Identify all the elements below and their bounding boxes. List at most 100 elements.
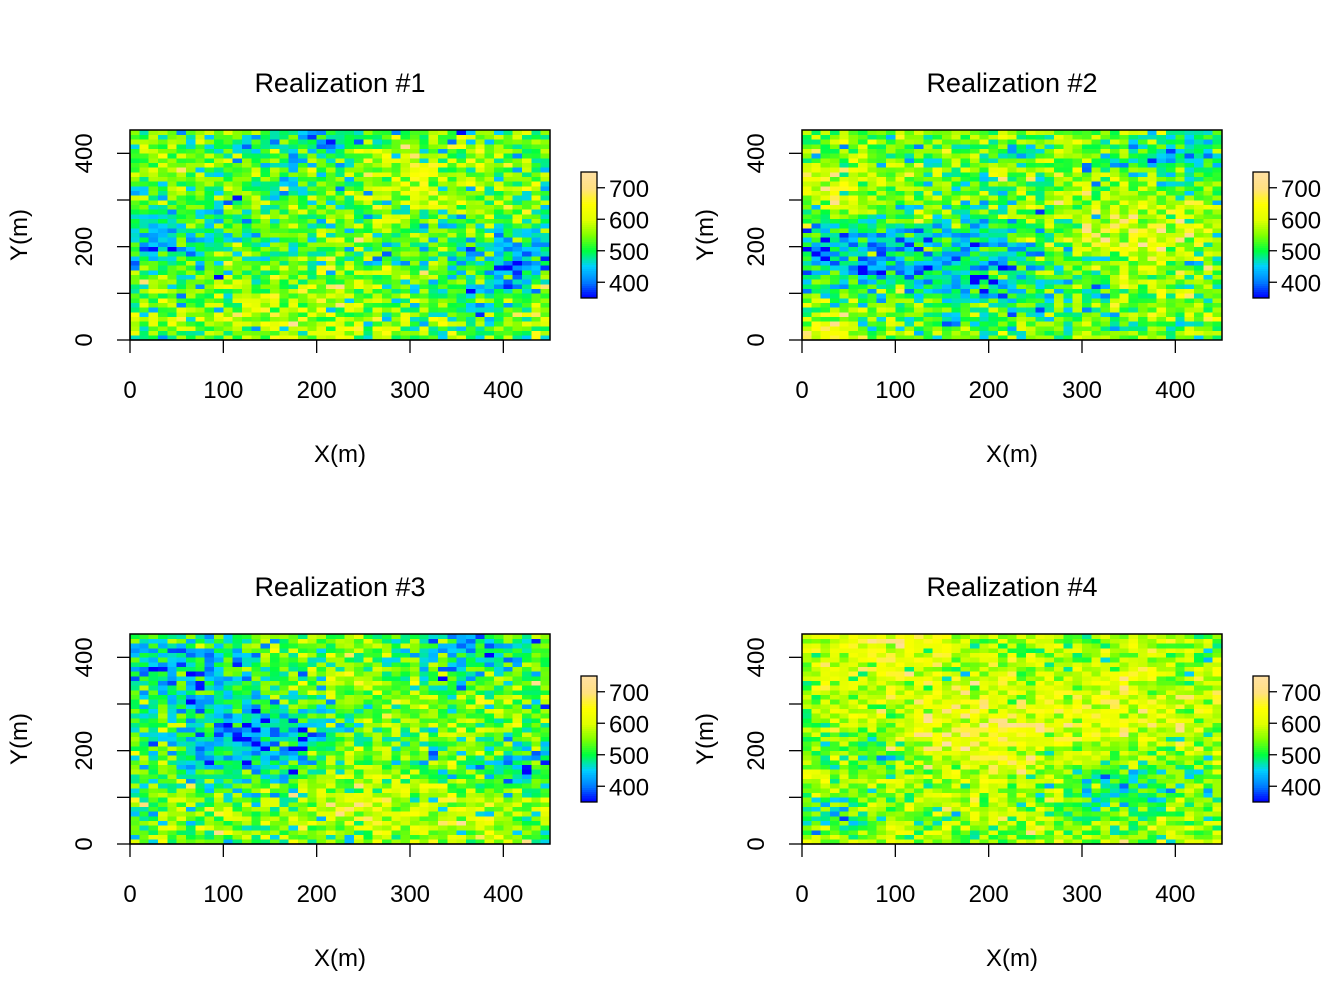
heatmap-cell <box>503 139 514 145</box>
heatmap-cell <box>251 834 262 840</box>
heatmap-cell <box>923 223 934 229</box>
heatmap-cell <box>1203 134 1214 140</box>
heatmap-cell <box>848 256 859 262</box>
heatmap-cell <box>914 321 924 327</box>
heatmap-cell <box>1016 298 1027 304</box>
heatmap-cell <box>1110 130 1120 136</box>
heatmap-cell <box>428 307 439 313</box>
heatmap-cell <box>895 307 906 313</box>
heatmap-cell <box>372 158 383 164</box>
heatmap-cell <box>876 181 887 187</box>
heatmap-cell <box>540 326 551 332</box>
heatmap-cell <box>1147 148 1158 154</box>
heatmap-cell <box>1184 302 1195 308</box>
heatmap-cell <box>335 246 346 252</box>
heatmap-cell <box>475 144 486 150</box>
heatmap-cell <box>867 158 878 164</box>
heatmap-cell <box>1007 237 1018 243</box>
heatmap-cell <box>139 158 150 164</box>
heatmap-cell <box>1063 279 1074 285</box>
heatmap-cell <box>1203 195 1214 201</box>
heatmap-cell <box>354 788 364 794</box>
heatmap-cell <box>1138 335 1148 341</box>
heatmap-cell <box>876 148 887 154</box>
heatmap-cell <box>1147 158 1158 164</box>
heatmap-cell <box>1110 260 1120 266</box>
heatmap-cell <box>1110 256 1120 262</box>
heatmap-cell <box>242 162 252 168</box>
heatmap-cell <box>1044 158 1055 164</box>
heatmap-cell <box>167 237 178 243</box>
heatmap-cell <box>895 242 906 248</box>
heatmap-cell <box>1063 251 1074 257</box>
heatmap-cell <box>1212 326 1223 332</box>
heatmap-cell <box>176 130 187 136</box>
heatmap-cell <box>1044 242 1055 248</box>
heatmap-cell <box>438 176 448 182</box>
heatmap-cell <box>223 223 234 229</box>
heatmap-cell <box>223 176 234 182</box>
heatmap-cell <box>1147 162 1158 168</box>
heatmap-cell <box>522 176 532 182</box>
heatmap-cell <box>232 279 243 285</box>
y-tick-label: 400 <box>743 133 770 173</box>
heatmap-cell <box>428 214 439 220</box>
heatmap-cell <box>139 839 150 845</box>
heatmap-cell <box>960 176 971 182</box>
heatmap-cell <box>186 326 196 332</box>
legend-swatch <box>1253 190 1269 194</box>
heatmap-cell <box>1175 144 1186 150</box>
heatmap-cell <box>307 186 318 192</box>
heatmap-cell <box>214 158 224 164</box>
heatmap-cell <box>242 134 252 140</box>
heatmap-cell <box>1016 293 1027 299</box>
heatmap-cell <box>988 204 999 210</box>
heatmap-cell <box>494 312 504 318</box>
heatmap-cell <box>298 839 308 845</box>
heatmap-cell <box>1110 167 1120 173</box>
heatmap-cell <box>410 820 420 826</box>
legend-swatch <box>581 260 597 263</box>
heatmap-cell <box>400 158 411 164</box>
heatmap-cell <box>951 237 962 243</box>
heatmap-cell <box>942 312 952 318</box>
heatmap-cell <box>279 288 290 294</box>
heatmap-cell <box>382 158 392 164</box>
heatmap-cell <box>1138 246 1148 252</box>
heatmap-cell <box>400 335 411 341</box>
heatmap-cell <box>186 783 196 789</box>
heatmap-cell <box>214 232 224 238</box>
heatmap-cell <box>1203 144 1214 150</box>
heatmap-cell <box>428 330 439 336</box>
heatmap-cell <box>400 265 411 271</box>
heatmap-cell <box>1044 195 1055 201</box>
heatmap-cell <box>503 209 514 215</box>
heatmap-cell <box>1166 190 1176 196</box>
heatmap-cell <box>484 190 495 196</box>
heatmap-cell <box>503 158 514 164</box>
heatmap-cell <box>195 228 206 234</box>
heatmap-cell <box>400 288 411 294</box>
heatmap-cell <box>382 764 392 770</box>
heatmap-cell <box>307 242 318 248</box>
heatmap-cell <box>363 335 374 341</box>
heatmap-cell <box>951 158 962 164</box>
heatmap-cell <box>914 172 924 178</box>
heatmap-cell <box>456 237 467 243</box>
heatmap-cell <box>1119 321 1130 327</box>
heatmap-cell <box>951 209 962 215</box>
heatmap-cell <box>466 195 476 201</box>
heatmap-cell <box>372 209 383 215</box>
heatmap-cell <box>410 200 420 206</box>
heatmap-cell <box>410 284 420 290</box>
heatmap-cell <box>279 162 290 168</box>
heatmap-cell <box>886 302 896 308</box>
heatmap-cell <box>1175 279 1186 285</box>
heatmap-cell <box>456 242 467 248</box>
heatmap-cell <box>428 284 439 290</box>
heatmap-cell <box>242 158 252 164</box>
heatmap-cell <box>503 167 514 173</box>
heatmap-cell <box>923 172 934 178</box>
heatmap-cell <box>223 139 234 145</box>
legend-swatch <box>581 256 597 259</box>
